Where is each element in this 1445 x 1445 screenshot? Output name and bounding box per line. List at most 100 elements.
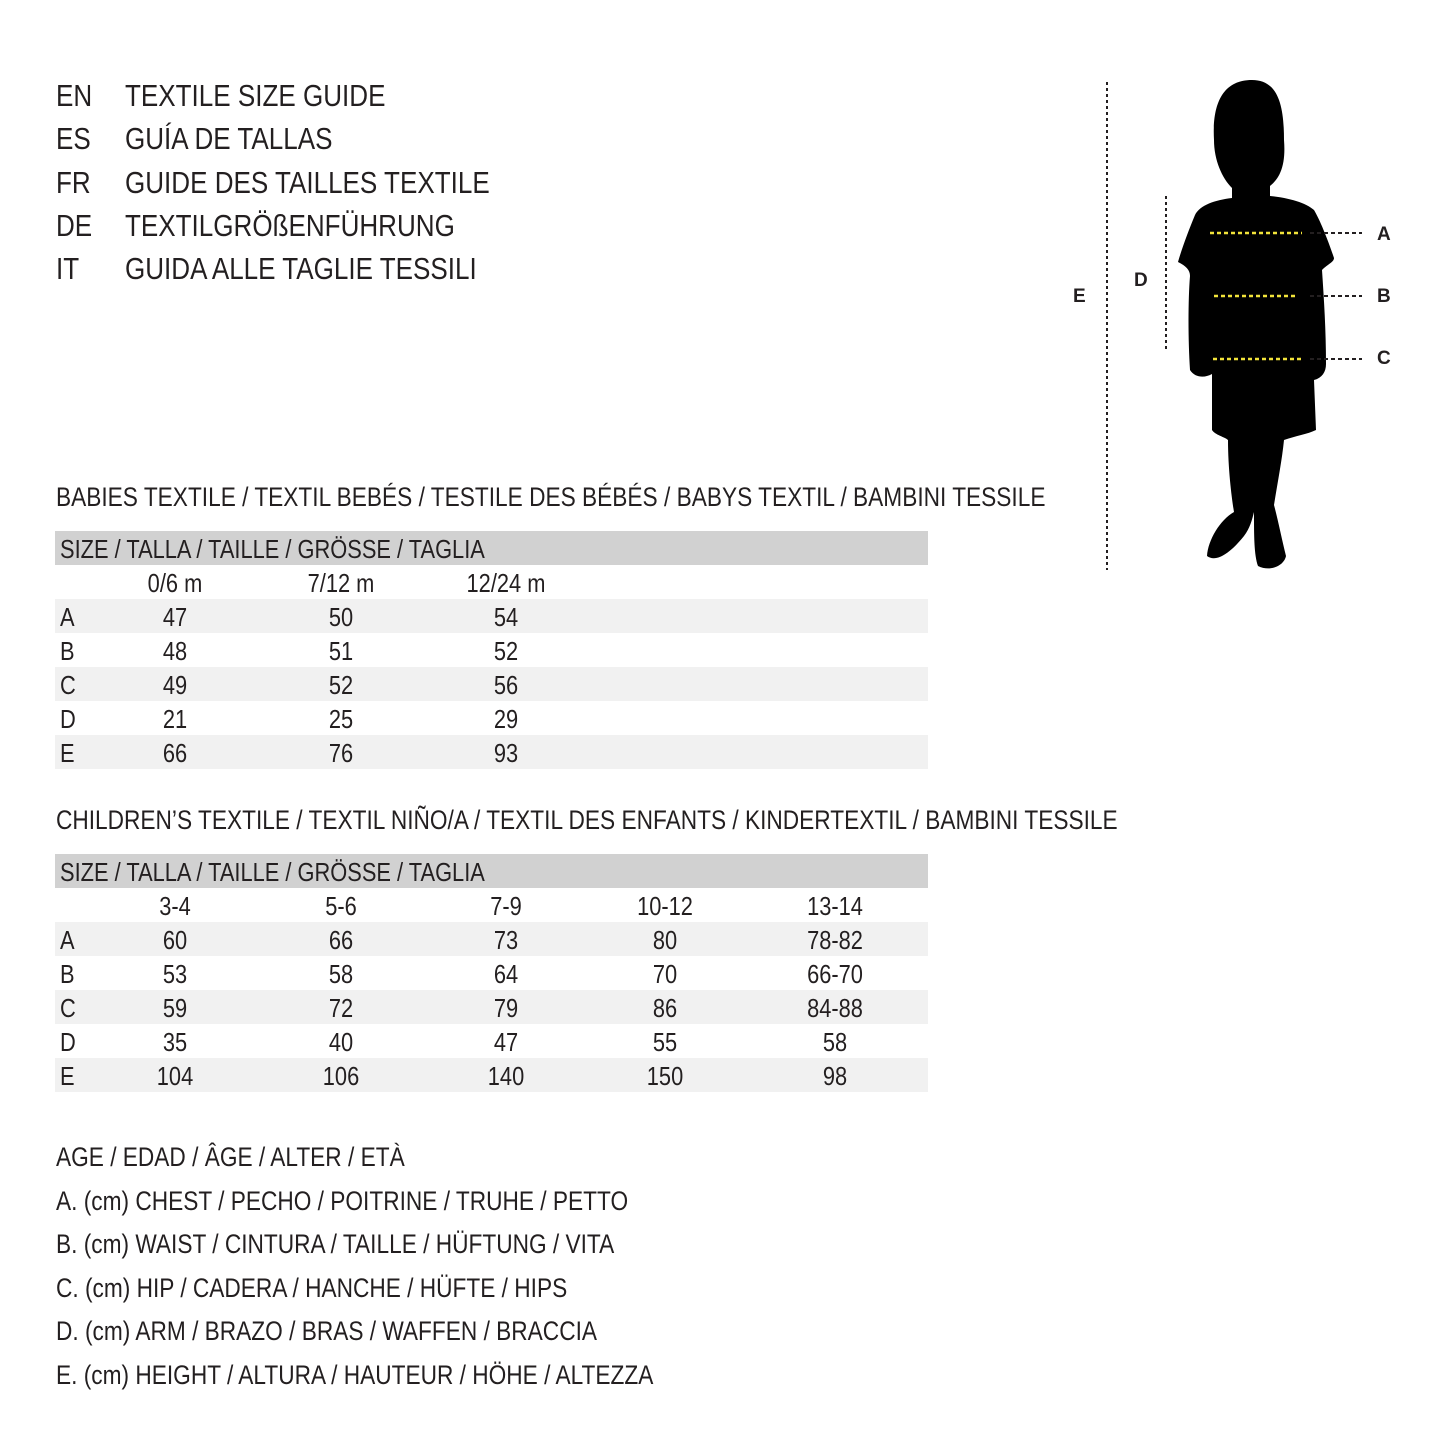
title-lang-code: DE	[56, 207, 93, 243]
title-text: TEXTILGRÖßENFÜHRUNG	[125, 207, 455, 243]
table-cell: 104	[156, 1061, 194, 1091]
table-row: C 49 52 56	[55, 667, 928, 701]
child-silhouette	[1178, 80, 1334, 569]
label-c: C	[1377, 348, 1391, 369]
row-label: C	[60, 993, 76, 1023]
title-lang-code: ES	[56, 121, 91, 157]
table-row: C 59 72 79 86 84-88	[55, 990, 928, 1024]
table-cell: 66	[162, 738, 188, 768]
row-label: D	[60, 704, 76, 734]
column-header: 12/24 m	[466, 568, 546, 598]
age-header-row: 3-4 5-6 7-9 10-12 13-14	[55, 888, 928, 922]
table-cell: 48	[162, 636, 188, 666]
row-label: D	[60, 1027, 76, 1057]
title-text: GUIDA ALLE TAGLIE TESSILI	[125, 251, 477, 287]
children-heading: CHILDREN’S TEXTILE / TEXTIL NIÑO/A / TEX…	[56, 805, 1118, 835]
table-cell: 25	[328, 704, 354, 734]
table-row: D 21 25 29	[55, 701, 928, 735]
label-b: B	[1377, 286, 1391, 307]
table-cell: 78-82	[807, 925, 863, 955]
table-cell: 29	[493, 704, 519, 734]
legend-line: AGE / EDAD / ÂGE / ALTER / ETÀ	[56, 1142, 405, 1172]
table-cell: 66	[328, 925, 354, 955]
table-row: D 35 40 47 55 58	[55, 1024, 928, 1058]
column-header: 3-4	[159, 891, 191, 921]
table-cell: 70	[652, 959, 678, 989]
table-cell: 140	[487, 1061, 525, 1091]
table-cell: 64	[493, 959, 519, 989]
legend-line: E. (cm) HEIGHT / ALTURA / HAUTEUR / HÖHE…	[56, 1359, 654, 1390]
column-header: 7/12 m	[307, 568, 375, 598]
table-cell: 47	[493, 1027, 519, 1057]
column-header: 5-6	[325, 891, 357, 921]
table-cell: 66-70	[807, 959, 863, 989]
table-cell: 60	[162, 925, 188, 955]
table-cell: 72	[328, 993, 354, 1023]
table-row: B 48 51 52	[55, 633, 928, 667]
table-cell: 47	[162, 602, 188, 632]
table-cell: 35	[162, 1027, 188, 1057]
title-text: TEXTILE SIZE GUIDE	[125, 78, 386, 113]
title-lang-code: FR	[56, 164, 91, 200]
table-cell: 58	[822, 1027, 848, 1057]
table-cell: 93	[493, 738, 519, 768]
table-row: B 53 58 64 70 66-70	[55, 956, 928, 990]
size-label: SIZE / TALLA / TAILLE / GRÖSSE / TAGLIA	[60, 857, 485, 887]
table-cell: 52	[328, 670, 354, 700]
table-row: A 60 66 73 80 78-82	[55, 922, 928, 956]
table-cell: 52	[493, 636, 519, 666]
column-header: 0/6 m	[147, 568, 203, 598]
label-d: D	[1134, 270, 1148, 291]
table-cell: 40	[328, 1027, 354, 1057]
row-label: A	[60, 925, 75, 955]
table-row: A 47 50 54	[55, 599, 928, 633]
size-header-bar: SIZE / TALLA / TAILLE / GRÖSSE / TAGLIA	[55, 531, 928, 565]
babies-size-table: SIZE / TALLA / TAILLE / GRÖSSE / TAGLIA 0…	[55, 531, 928, 769]
age-header-row: 0/6 m 7/12 m 12/24 m	[55, 565, 928, 599]
table-row: E 104 106 140 150 98	[55, 1058, 928, 1092]
column-header: 13-14	[807, 891, 863, 921]
row-label: E	[60, 738, 75, 768]
table-cell: 21	[162, 704, 188, 734]
table-cell: 50	[328, 602, 354, 632]
row-label: B	[60, 636, 75, 666]
column-header: 10-12	[637, 891, 693, 921]
legend-line: D. (cm) ARM / BRAZO / BRAS / WAFFEN / BR…	[56, 1316, 597, 1346]
table-cell: 106	[322, 1061, 360, 1091]
table-cell: 73	[493, 925, 519, 955]
children-size-table: SIZE / TALLA / TAILLE / GRÖSSE / TAGLIA 3…	[55, 854, 928, 1092]
title-text: GUIDE DES TAILLES TEXTILE	[125, 164, 490, 200]
table-cell: 51	[328, 636, 354, 666]
babies-heading: BABIES TEXTILE / TEXTIL BEBÉS / TESTILE …	[56, 482, 1046, 512]
column-header: 7-9	[490, 891, 522, 921]
table-cell: 56	[493, 670, 519, 700]
row-label: A	[60, 602, 75, 632]
legend-line: A. (cm) CHEST / PECHO / POITRINE / TRUHE…	[56, 1185, 629, 1216]
label-e: E	[1073, 286, 1086, 307]
size-label: SIZE / TALLA / TAILLE / GRÖSSE / TAGLIA	[60, 534, 485, 564]
label-a: A	[1377, 224, 1391, 245]
child-measurement-figure: A B C D E	[1073, 80, 1391, 570]
table-cell: 79	[493, 993, 519, 1023]
table-cell: 54	[493, 602, 519, 632]
legend-line: C. (cm) HIP / CADERA / HANCHE / HÜFTE / …	[56, 1272, 568, 1303]
title-lang-code: IT	[56, 251, 80, 287]
row-label: E	[60, 1061, 75, 1091]
size-header-bar: SIZE / TALLA / TAILLE / GRÖSSE / TAGLIA	[55, 854, 928, 888]
table-cell: 80	[652, 925, 678, 955]
table-cell: 98	[822, 1061, 848, 1091]
table-cell: 76	[328, 738, 354, 768]
title-lang-code: EN	[56, 78, 93, 113]
row-label: C	[60, 670, 76, 700]
row-label: B	[60, 959, 75, 989]
table-cell: 58	[328, 959, 354, 989]
legend-line: B. (cm) WAIST / CINTURA / TAILLE / HÜFTU…	[56, 1229, 615, 1259]
table-cell: 53	[162, 959, 188, 989]
table-cell: 59	[162, 993, 188, 1023]
table-cell: 86	[652, 993, 678, 1023]
table-cell: 55	[652, 1027, 678, 1057]
table-row: E 66 76 93	[55, 735, 928, 769]
table-cell: 49	[162, 670, 188, 700]
table-cell: 84-88	[807, 993, 863, 1023]
